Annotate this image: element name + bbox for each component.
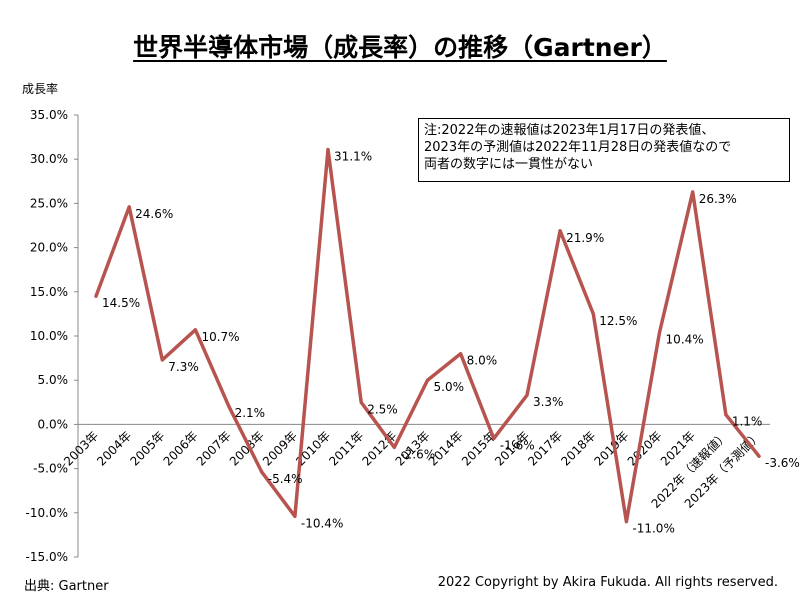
data-label: 2.5% xyxy=(367,402,398,416)
data-label: -3.6% xyxy=(765,456,800,470)
data-point xyxy=(160,358,164,362)
data-label: 1.1% xyxy=(732,415,763,429)
data-point xyxy=(525,393,529,397)
note-line-3: 両者の数字には一貫性がない xyxy=(424,157,594,172)
x-tick-label: 2006年 xyxy=(161,429,201,469)
source-note: 出典: Gartner xyxy=(24,579,109,594)
chart-title: 世界半導体市場（成長率）の推移（Gartner） xyxy=(133,33,667,62)
data-label: 2.1% xyxy=(235,406,266,420)
data-point xyxy=(558,229,562,233)
data-point xyxy=(326,147,330,151)
data-point xyxy=(193,328,197,332)
y-tick-label: 10.0% xyxy=(30,329,68,343)
data-label: -1.6% xyxy=(500,439,535,453)
data-label: 24.6% xyxy=(135,207,173,221)
data-point xyxy=(426,378,429,382)
y-tick-label: 15.0% xyxy=(30,285,68,299)
note-line-1: 注:2022年の速報値は2023年1月17日の発表値、 xyxy=(424,123,715,138)
data-point xyxy=(260,470,264,474)
data-label: 14.5% xyxy=(102,296,140,310)
data-point xyxy=(624,520,628,524)
data-label: -2.6% xyxy=(400,447,435,461)
x-tick-label: 2011年 xyxy=(326,429,366,469)
data-point xyxy=(359,400,363,404)
data-label: 10.7% xyxy=(201,330,239,344)
data-point xyxy=(127,205,131,209)
data-point xyxy=(459,352,463,356)
x-tick-label: 2007年 xyxy=(194,429,234,469)
copyright-note: 2022 Copyright by Akira Fukuda. All righ… xyxy=(437,575,778,590)
y-tick-label: -15.0% xyxy=(26,550,68,564)
data-label: 5.0% xyxy=(434,380,465,394)
series-line xyxy=(94,147,761,524)
data-label: 12.5% xyxy=(599,314,637,328)
data-point xyxy=(392,445,396,449)
y-axis-label: 成長率 xyxy=(22,82,59,96)
data-label: 3.3% xyxy=(533,395,564,409)
x-tick-label: 2003年 xyxy=(61,429,101,469)
y-tick-label: 30.0% xyxy=(30,152,68,166)
data-point xyxy=(724,413,728,417)
data-point xyxy=(227,404,231,408)
data-label: 31.1% xyxy=(334,149,372,163)
data-label: 26.3% xyxy=(699,192,737,206)
data-label: -5.4% xyxy=(268,472,303,486)
x-tick-label: 2020年 xyxy=(625,429,665,469)
data-point xyxy=(658,330,662,334)
y-tick-label: 5.0% xyxy=(38,373,69,387)
data-point xyxy=(492,437,496,441)
y-tick-label: 20.0% xyxy=(30,241,68,255)
data-label: 7.3% xyxy=(168,360,199,374)
data-point xyxy=(691,190,695,194)
data-point xyxy=(757,454,761,458)
data-point xyxy=(293,514,297,518)
x-tick-label: 2018年 xyxy=(558,429,598,469)
y-tick-label: 25.0% xyxy=(30,196,68,210)
data-label: -10.4% xyxy=(301,516,343,530)
x-tick-label: 2004年 xyxy=(94,429,134,469)
y-tick-label: 0.0% xyxy=(38,417,69,431)
note-line-2: 2023年の予測値は2022年11月28日の発表値なので xyxy=(424,140,732,155)
y-tick-label: -5.0% xyxy=(33,462,68,476)
annotation-note: 注:2022年の速報値は2023年1月17日の発表値、 2023年の予測値は20… xyxy=(418,118,790,182)
y-tick-label: 35.0% xyxy=(30,108,68,122)
data-label: -11.0% xyxy=(632,522,674,536)
data-point xyxy=(94,294,98,298)
data-label: 21.9% xyxy=(566,231,604,245)
y-tick-label: -10.0% xyxy=(26,506,68,520)
data-label: 10.4% xyxy=(666,332,704,346)
x-tick-label: 2008年 xyxy=(227,429,267,469)
x-tick-label: 2009年 xyxy=(260,429,300,469)
data-point xyxy=(591,312,595,316)
x-tick-label: 2005年 xyxy=(127,429,167,469)
data-label: 8.0% xyxy=(467,354,498,368)
